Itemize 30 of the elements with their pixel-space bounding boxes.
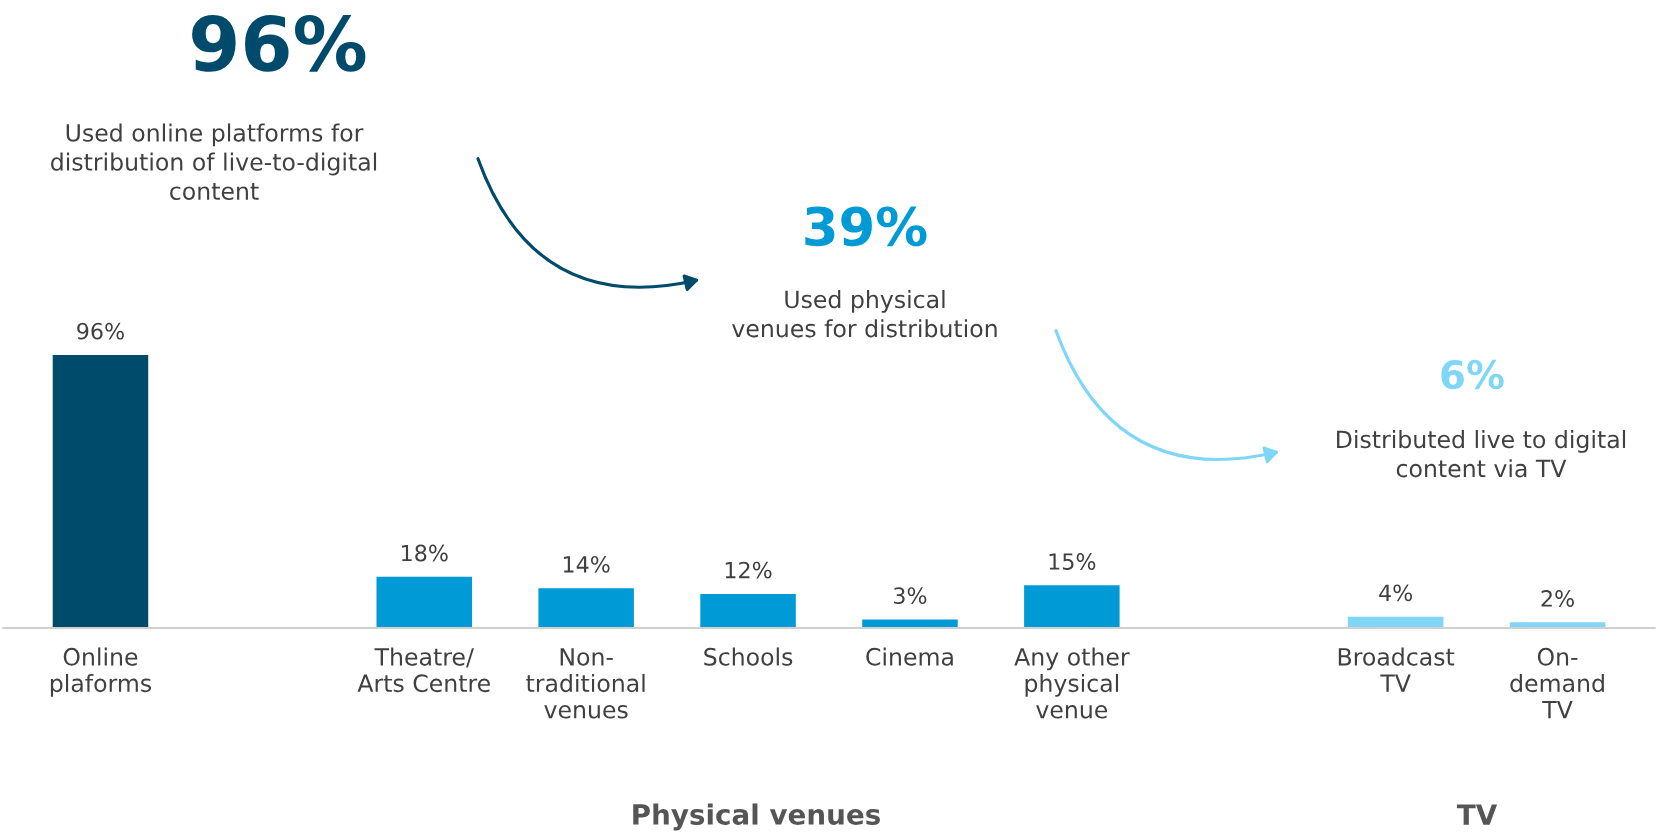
text: TV — [1456, 804, 1498, 825]
text: 39% — [805, 206, 927, 247]
bar — [376, 576, 473, 628]
data-label: 96% — [77, 322, 124, 340]
x-tick-label: Online plaforms — [50, 647, 151, 697]
text: Used physical venues for distribution — [732, 290, 997, 338]
data-label: 14% — [563, 555, 610, 573]
text: Physical venues — [633, 803, 880, 831]
bar — [862, 619, 958, 628]
x-tick-label: On- demand TV — [1510, 647, 1604, 719]
text: Used online platforms for distribution of live-to-digital content — [51, 123, 377, 200]
x-tick-label: Cinema — [866, 647, 953, 666]
bar — [538, 588, 634, 628]
data-label: 12% — [725, 561, 772, 579]
data-label: 3% — [894, 587, 927, 605]
bar — [700, 593, 796, 628]
x-tick-label: Broadcast TV — [1338, 647, 1455, 692]
data-label: 4% — [1379, 584, 1413, 602]
data-label: 2% — [1541, 590, 1574, 607]
data-label: 15% — [1049, 553, 1096, 570]
annotation: 6% — [1441, 359, 1504, 390]
bar — [52, 355, 149, 628]
x-tick-label: Theatre/ Arts Centre — [357, 647, 490, 693]
text: 96% — [192, 15, 366, 72]
x-tick-label: Any other physical venue — [1014, 647, 1130, 719]
x-tick-label: Non- traditional venues — [526, 648, 645, 719]
data-label: 18% — [402, 544, 448, 562]
annotation: Distributed live to digital content via TV — [1337, 430, 1626, 478]
x-tick-label: Schools — [704, 647, 793, 666]
bar — [1024, 585, 1120, 628]
